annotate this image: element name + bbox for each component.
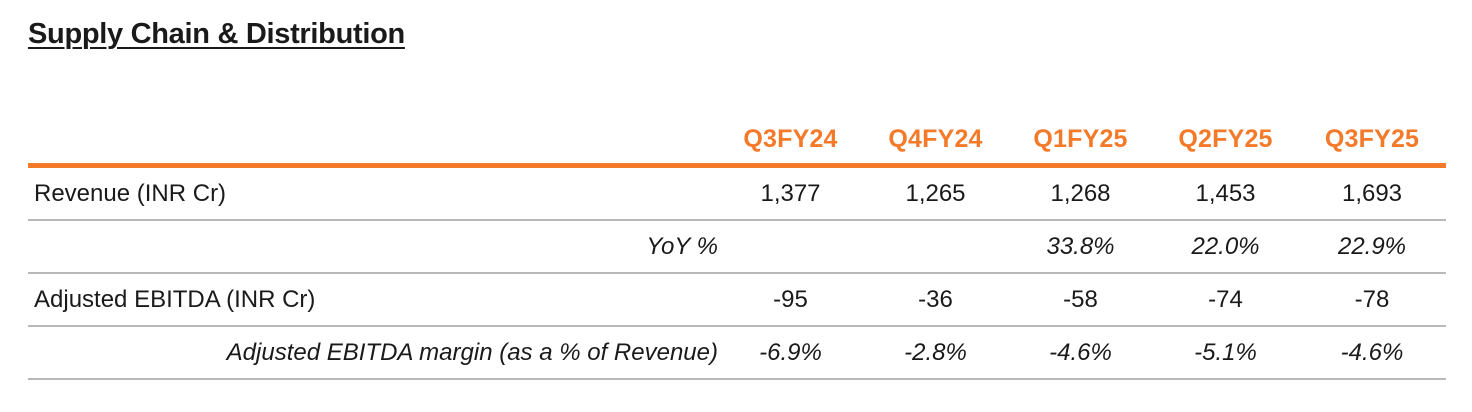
table-cell: -78	[1354, 285, 1390, 313]
column-header: Q3FY25	[1324, 125, 1420, 153]
table-cell: 1,693	[1341, 179, 1403, 207]
table-cell: 1,377	[760, 179, 821, 207]
table-cell: 1,453	[1195, 179, 1256, 207]
table-cell: -36	[918, 285, 953, 313]
table-cell: -74	[1208, 285, 1243, 313]
table-cell: 1,265	[905, 179, 966, 207]
table-cell: -58	[1063, 285, 1098, 313]
table-cell: -4.6%	[1340, 338, 1404, 366]
column-header: Q3FY24	[743, 125, 838, 153]
table-row-revenue: Revenue (INR Cr) 1,377 1,265 1,268 1,453…	[28, 168, 1446, 221]
table-row-yoy: YoY % 33.8% 22.0% 22.9%	[28, 221, 1446, 274]
table-row-ebitda-margin: Adjusted EBITDA margin (as a % of Revenu…	[28, 327, 1446, 380]
table-cell: -6.9%	[759, 338, 822, 366]
table-cell: 22.9%	[1337, 232, 1407, 260]
row-label: Revenue (INR Cr)	[34, 179, 227, 207]
table-cell: 22.0%	[1191, 232, 1260, 260]
column-header: Q2FY25	[1178, 125, 1273, 153]
table-row-adjusted-ebitda: Adjusted EBITDA (INR Cr) -95 -36 -58 -74…	[28, 274, 1446, 327]
table-cell: 33.8%	[1046, 232, 1115, 260]
table-cell: -2.8%	[904, 338, 967, 366]
table-header-row: Q3FY24 Q4FY24 Q1FY25 Q2FY25 Q3FY25	[28, 116, 1446, 168]
row-label: Adjusted EBITDA margin (as a % of Revenu…	[226, 338, 718, 366]
column-header: Q4FY24	[888, 125, 983, 153]
table-cell: -5.1%	[1194, 338, 1257, 366]
table-cell: -95	[773, 285, 808, 313]
column-header: Q1FY25	[1033, 125, 1128, 153]
financial-table: Q3FY24 Q4FY24 Q1FY25 Q2FY25 Q3FY25 Reven…	[28, 116, 1446, 380]
row-label: YoY %	[646, 232, 718, 260]
page-title: Supply Chain & Distribution	[28, 18, 405, 50]
table-cell: -4.6%	[1049, 338, 1112, 366]
row-label: Adjusted EBITDA (INR Cr)	[34, 285, 316, 313]
table-cell: 1,268	[1050, 179, 1111, 207]
